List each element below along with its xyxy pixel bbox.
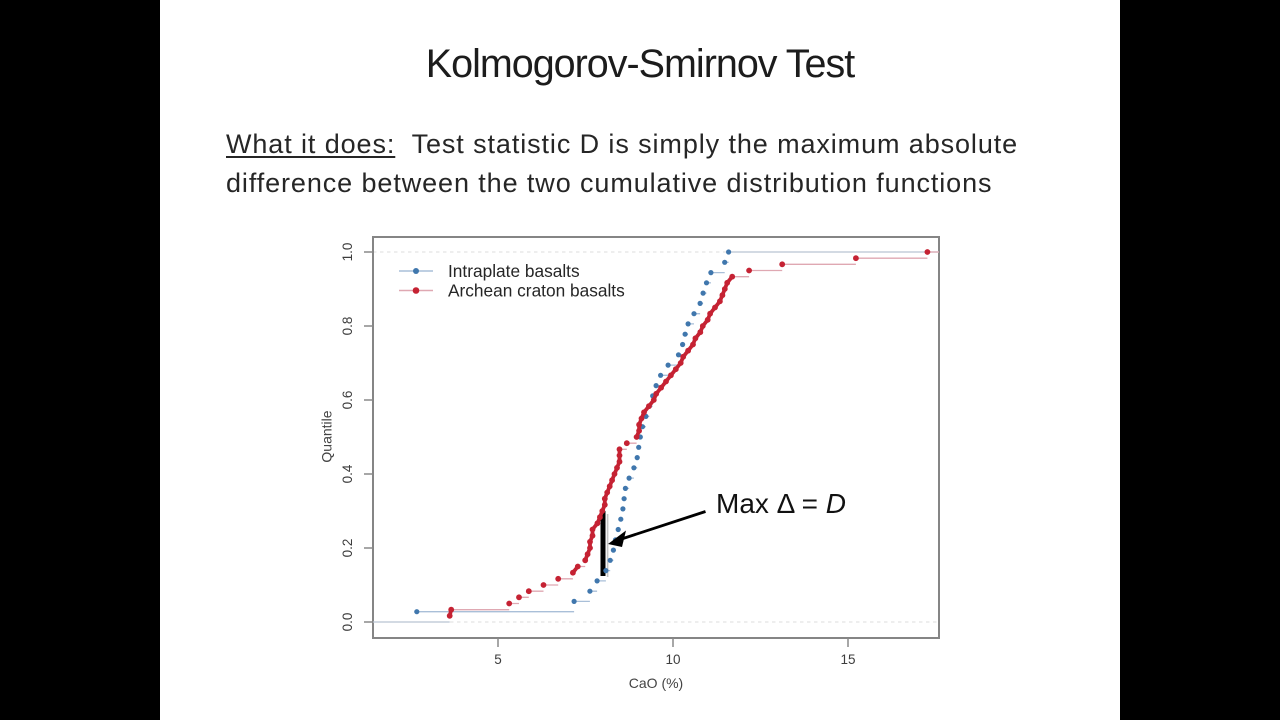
svg-text:0.2: 0.2 <box>340 539 355 558</box>
svg-text:Archean craton basalts: Archean craton basalts <box>448 281 625 301</box>
svg-text:Intraplate basalts: Intraplate basalts <box>448 261 580 281</box>
svg-text:Quantile: Quantile <box>319 410 335 462</box>
svg-text:1.0: 1.0 <box>340 243 355 262</box>
svg-text:CaO (%): CaO (%) <box>629 675 683 691</box>
svg-text:0.8: 0.8 <box>340 317 355 336</box>
svg-text:0.6: 0.6 <box>340 391 355 410</box>
svg-text:15: 15 <box>840 652 855 667</box>
svg-text:Max Δ = D: Max Δ = D <box>716 488 846 519</box>
svg-text:0.4: 0.4 <box>340 464 355 483</box>
svg-text:10: 10 <box>665 652 680 667</box>
svg-text:5: 5 <box>494 652 502 667</box>
svg-text:0.0: 0.0 <box>340 613 355 632</box>
